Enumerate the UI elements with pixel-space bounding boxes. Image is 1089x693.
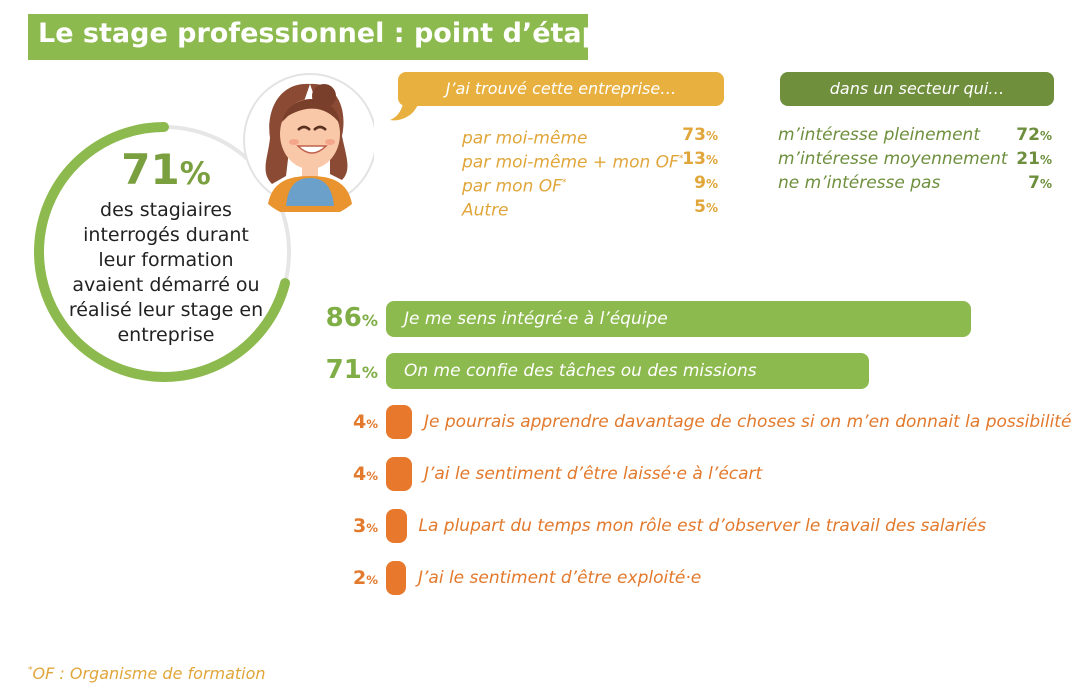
list-item: par mon OF* 9% <box>462 171 718 197</box>
bar-category-label: Je pourrais apprendre davantage de chose… <box>424 412 1072 432</box>
value-unit: % <box>705 129 718 143</box>
bar-category-label: La plupart du temps mon rôle est d’obser… <box>418 516 987 536</box>
progress-ring <box>34 122 291 382</box>
bar-value-unit: % <box>361 311 378 330</box>
bar <box>386 405 412 439</box>
bar-category-label: J’ai le sentiment d’être exploité·e <box>418 568 702 588</box>
item-label: par moi-même <box>462 123 587 151</box>
ring-desc-line: des stagiaires <box>100 199 232 221</box>
item-value: 72% <box>1016 123 1052 148</box>
bar-row: 3% La plupart du temps mon rôle est d’obs… <box>0 508 1089 544</box>
ring-text: 71% des stagiaires interrogés durant leu… <box>46 146 286 348</box>
bar-value-label: 86% <box>322 303 378 333</box>
bar-row: 2% J’ai le sentiment d’être exploité·e <box>0 560 1089 596</box>
item-label-text: par mon OF <box>462 176 562 197</box>
ring-desc-line: réalisé leur stage en <box>68 299 264 321</box>
bar-value-number: 4 <box>352 463 367 485</box>
bar-row: 71% On me confie des tâches ou des missio… <box>0 353 1089 389</box>
bar-value-unit: % <box>366 417 378 431</box>
ring-desc-line: interrogés durant <box>83 224 249 246</box>
bar-value-label: 71% <box>322 355 378 385</box>
value-number: 13 <box>682 149 706 169</box>
bar-value-number: 4 <box>352 411 367 433</box>
bar-value-number: 86 <box>325 303 362 333</box>
bar-value-label: 2% <box>322 567 378 589</box>
item-label: par moi-même + mon OF* <box>462 147 683 175</box>
value-unit: % <box>705 201 718 215</box>
ring-desc-line: entreprise <box>117 324 215 346</box>
bar-value-unit: % <box>361 363 378 382</box>
bar-value-number: 3 <box>352 515 367 537</box>
item-label-text: Autre <box>462 200 509 221</box>
value-unit: % <box>705 177 718 191</box>
bar-value-label: 4% <box>322 411 378 433</box>
bar-value-unit: % <box>366 469 378 483</box>
item-label-text: par moi-même + mon OF <box>462 152 679 173</box>
list-item: Autre 5% <box>462 195 718 221</box>
item-value: 7% <box>1028 171 1052 196</box>
value-number: 7 <box>1028 173 1040 193</box>
woman-avatar-icon <box>243 73 374 212</box>
footnote: *OF : Organisme de formation <box>28 664 266 683</box>
bar-row: 4% Je pourrais apprendre davantage de cho… <box>0 404 1089 440</box>
item-value: 21% <box>1016 147 1052 172</box>
bar-value-label: 3% <box>322 515 378 537</box>
found-company-list: par moi-même 73% par moi-même + mon OF* … <box>462 123 718 221</box>
footnote-marker: * <box>678 154 684 164</box>
bar-value-number: 2 <box>352 567 367 589</box>
bar-category-label: J’ai le sentiment d’être laissé·e à l’éc… <box>424 464 763 484</box>
list-item: m’intéresse moyennement 21% <box>778 147 1052 171</box>
ring-progress-arc <box>34 122 291 382</box>
item-value: 9% <box>694 171 718 196</box>
value-number: 5 <box>694 197 706 217</box>
ring-description: des stagiaires interrogés durant leur fo… <box>46 198 286 348</box>
ring-desc-line: avaient démarré ou <box>72 274 260 296</box>
bar-value-label: 4% <box>322 463 378 485</box>
value-unit: % <box>705 153 718 167</box>
list-item: par moi-même 73% <box>462 123 718 149</box>
footnote-text: OF : Organisme de formation <box>32 664 266 683</box>
page-title: Le stage professionnel : point d’étape <box>28 14 619 60</box>
item-label: m’intéresse moyennement <box>778 149 1008 169</box>
value-number: 9 <box>694 173 706 193</box>
item-value: 5% <box>694 195 718 220</box>
bar <box>386 561 406 595</box>
item-label: par mon OF* <box>462 171 566 199</box>
item-label: Autre <box>462 195 509 223</box>
item-value: 13% <box>682 147 718 172</box>
value-number: 73 <box>682 125 706 145</box>
footnote-marker: * <box>561 178 567 188</box>
bar-category-label: On me confie des tâches ou des missions <box>404 361 757 381</box>
ring-percentage: 71% <box>46 146 286 198</box>
value-number: 21 <box>1016 149 1040 169</box>
bar <box>386 353 869 389</box>
bar-row: 86% Je me sens intégré·e à l’équipe <box>0 301 1089 337</box>
bar-row: 4% J’ai le sentiment d’être laissé·e à l’… <box>0 456 1089 492</box>
value-unit: % <box>1039 177 1052 191</box>
bar-value-number: 71 <box>325 355 362 385</box>
item-label-text: par moi-même <box>462 128 588 149</box>
footnote-marker: * <box>28 665 33 676</box>
list-item: ne m’intéresse pas 7% <box>778 171 1052 195</box>
sector-list: m’intéresse pleinement 72% m’intéresse m… <box>778 123 1052 195</box>
value-unit: % <box>1039 129 1052 143</box>
list-item: m’intéresse pleinement 72% <box>778 123 1052 147</box>
item-label: m’intéresse pleinement <box>778 125 980 145</box>
sector-header: dans un secteur qui… <box>780 72 1054 106</box>
value-unit: % <box>1039 153 1052 167</box>
bar-value-unit: % <box>366 573 378 587</box>
item-label: ne m’intéresse pas <box>778 173 941 193</box>
value-number: 72 <box>1016 125 1040 145</box>
bar <box>386 301 971 337</box>
ring-desc-line: leur formation <box>98 249 234 271</box>
item-value: 73% <box>682 123 718 148</box>
bar-category-label: Je me sens intégré·e à l’équipe <box>404 309 668 329</box>
bar <box>386 457 412 491</box>
bar-value-unit: % <box>366 521 378 535</box>
ring-pct-number: 71 <box>121 145 180 194</box>
list-item: par moi-même + mon OF* 13% <box>462 147 718 173</box>
bar <box>386 509 407 543</box>
ring-pct-sign: % <box>179 156 211 192</box>
found-company-header: J’ai trouvé cette entreprise… <box>398 72 724 106</box>
